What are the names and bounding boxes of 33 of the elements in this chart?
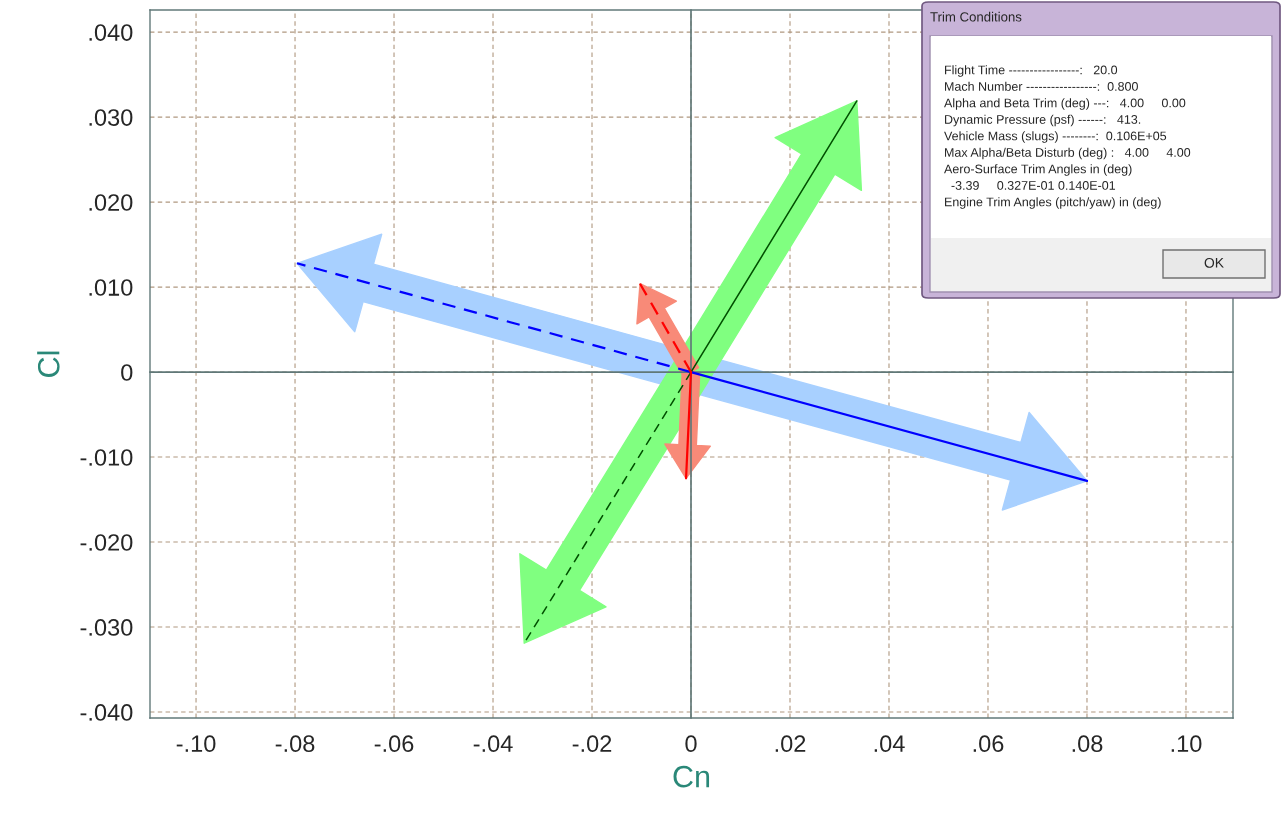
annotation: Max Alpha/Beta Disturb (deg) : 4.00 4.00 [945, 147, 1191, 160]
annotation: Engine Trim Angles (pitch/yaw) in (deg) [945, 197, 1161, 209]
annotation: Vehicle Mass (slugs) --------: 0.106E+05 [944, 131, 1167, 143]
x-tick-label: -.04 [473, 735, 513, 753]
y-tick-label: -.040 [80, 704, 133, 721]
annotation: Mach Number -----------------: 0.800 [945, 81, 1138, 91]
x-tick-label: -.10 [176, 735, 216, 753]
x-tick-label: 0 [685, 735, 697, 753]
x-tick-label: .10 [1171, 735, 1202, 753]
y-tick-label: -.030 [80, 619, 133, 636]
annotation: -3.39 0.327E-01 0.140E-01 [951, 181, 1116, 190]
y-axis-title: Cl [37, 351, 60, 377]
annotation: Alpha and Beta Trim (deg) ---: 4.00 0.00 [944, 98, 1186, 110]
annotation: Dynamic Pressure (psf) ------: 413. [945, 114, 1141, 127]
y-tick-label: -.010 [80, 449, 133, 466]
y-tick-label: .030 [89, 109, 133, 126]
y-tick-label: .010 [89, 279, 133, 296]
annotation: Trim Conditions [930, 11, 1022, 22]
x-tick-label: -.06 [374, 735, 414, 753]
annotation: OK [1204, 257, 1224, 268]
annotation: Aero-Surface Trim Angles in (deg) [944, 164, 1132, 176]
x-axis-title: Cn [673, 765, 710, 788]
y-tick-label: .040 [89, 24, 133, 41]
x-tick-label: .08 [1072, 735, 1103, 753]
x-tick-label: -.08 [275, 735, 315, 753]
x-tick-label: .04 [874, 735, 905, 753]
x-tick-label: .02 [775, 735, 806, 753]
x-tick-label: -.02 [572, 735, 612, 753]
y-tick-label: -.020 [80, 534, 133, 551]
annotation: Flight Time -----------------: 20.0 [945, 65, 1118, 77]
y-tick-label: .020 [89, 194, 133, 211]
y-tick-label: 0 [121, 364, 133, 381]
x-tick-label: .06 [973, 735, 1004, 753]
